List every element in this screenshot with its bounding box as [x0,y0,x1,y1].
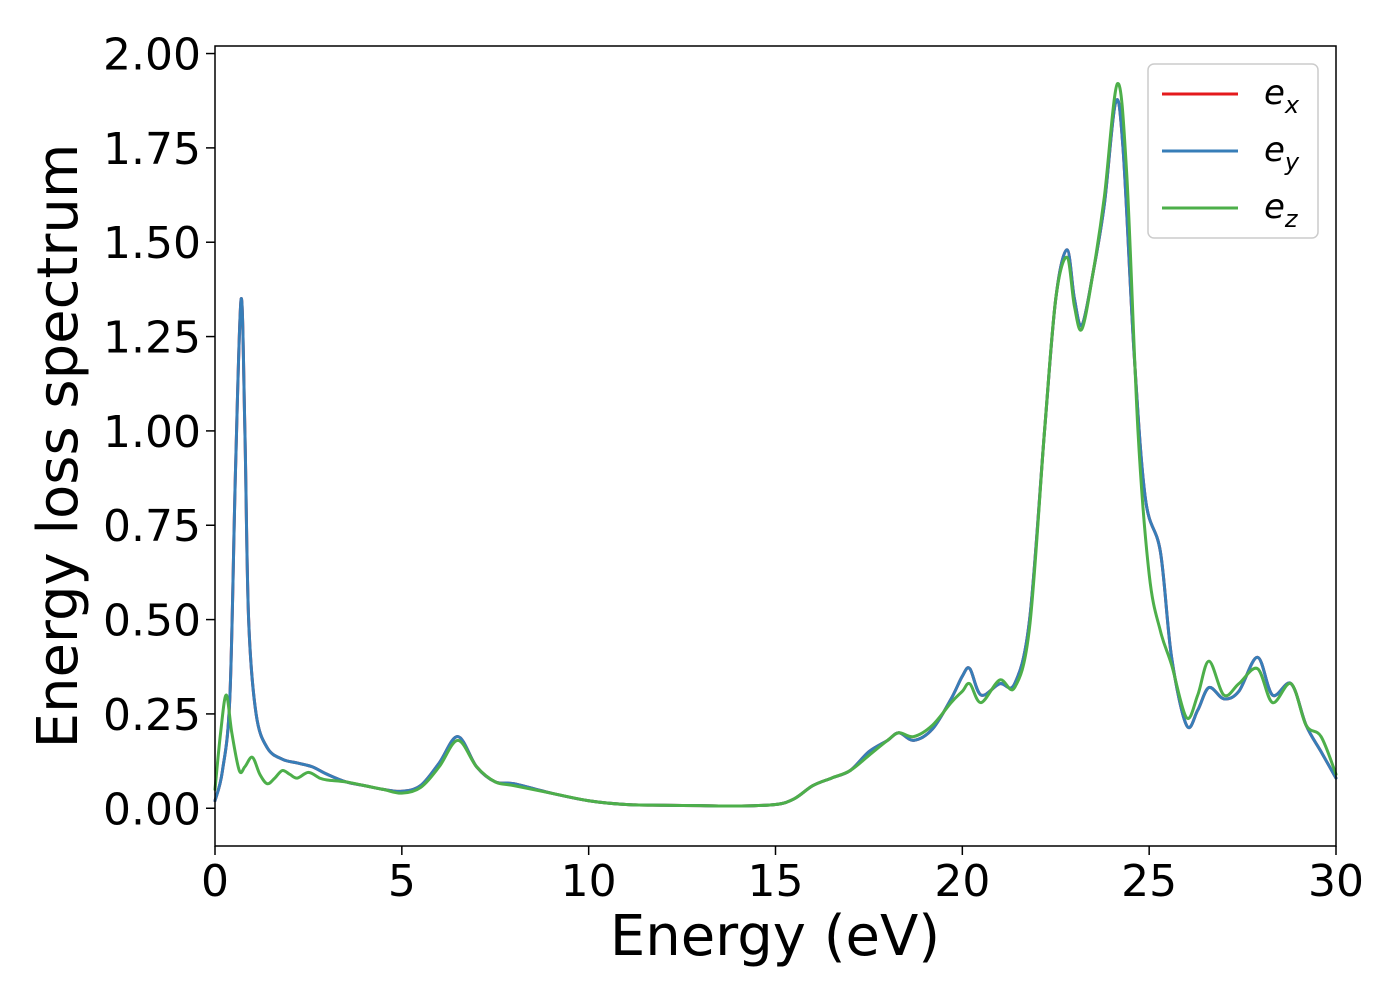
series-line-e-z [213,82,1338,808]
x-tick-label: 30 [1308,856,1364,907]
legend-label-subscript: x [1284,91,1300,119]
y-tick-label: 1.50 [103,218,201,269]
y-tick-label: 0.25 [103,690,201,741]
y-tick-label: 1.25 [103,313,201,364]
legend-label-main: e [1264,130,1285,170]
x-tick-label: 0 [201,856,229,907]
series-layer [213,82,1338,808]
x-tick-label: 10 [561,856,617,907]
y-axis-ticks: 0.00 0.25 0.50 0.75 1.00 1.25 1.50 1.75 2.00 [103,30,215,835]
y-tick-label: 0.50 [103,596,201,647]
x-tick-label: 5 [388,856,416,907]
y-tick-label: 1.00 [103,407,201,458]
y-tick-label: 2.00 [103,30,201,81]
legend-label-e-x: ex [1264,73,1300,119]
y-axis-label: Energy loss spectrum [26,144,91,749]
x-tick-label: 20 [934,856,990,907]
legend-label-subscript: y [1284,148,1300,176]
legend-label-main: e [1264,73,1285,113]
y-tick-label: 0.75 [103,501,201,552]
x-tick-label: 25 [1121,856,1177,907]
legend-label-e-z: ez [1264,187,1299,233]
y-tick-label: 0.00 [103,784,201,835]
legend-label-subscript: z [1284,205,1299,233]
legend-label-e-y: ey [1264,130,1300,176]
x-axis-label: Energy (eV) [610,904,940,969]
x-tick-label: 15 [748,856,804,907]
x-axis-ticks: 0 5 10 15 20 25 30 [201,846,1364,907]
legend-label-main: e [1264,187,1285,227]
y-tick-label: 1.75 [103,124,201,175]
